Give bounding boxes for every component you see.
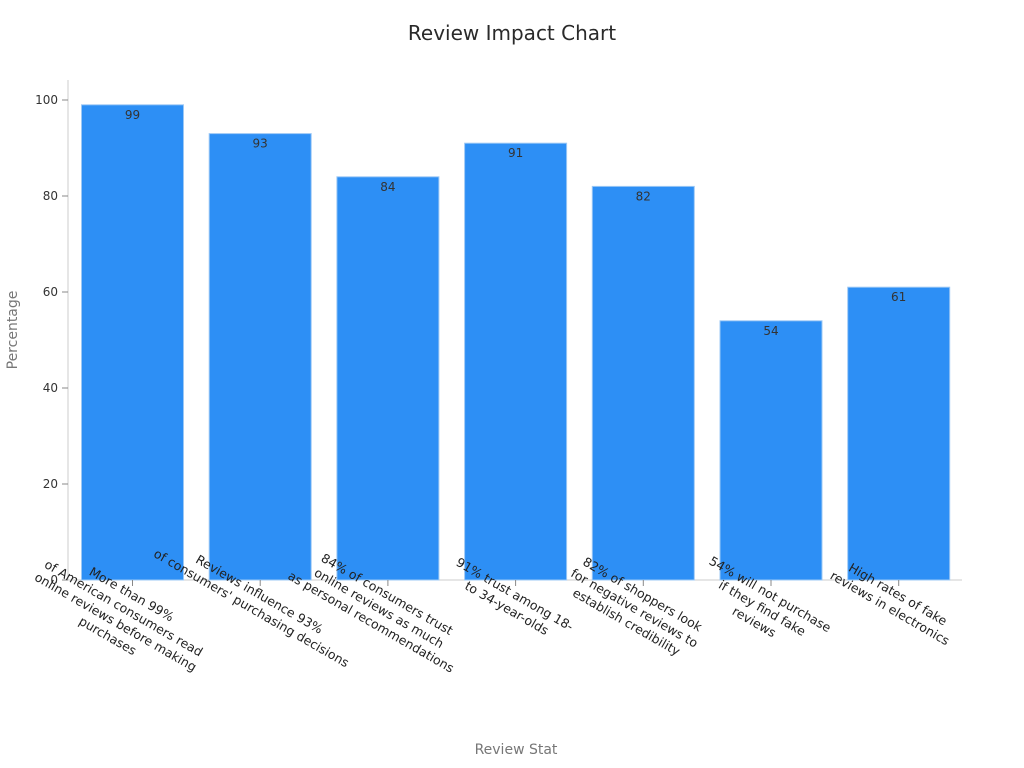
bar-value-label: 54 [763,324,778,338]
bar [464,142,568,581]
bar-value-label: 82 [636,189,651,203]
bar-value-label: 93 [253,137,268,151]
bar-value-label: 61 [891,290,906,304]
bar [847,286,951,581]
y-tick-label: 80 [43,189,58,203]
bar-group: 99 93 84 91 82 54 61 [81,104,951,581]
bar [719,320,823,581]
bar [591,185,695,581]
bar [208,133,312,581]
bar-value-label: 91 [508,146,523,160]
y-tick-label: 100 [35,93,58,107]
chart-title: Review Impact Chart [408,21,616,45]
bar [336,176,440,581]
y-tick-label: 0 [50,573,58,587]
y-tick-group: 0 20 40 60 80 100 [35,93,68,587]
y-tick-label: 20 [43,477,58,491]
y-tick-label: 40 [43,381,58,395]
bar-value-label: 84 [380,180,395,194]
bar-value-label: 99 [125,108,140,122]
y-tick-label: 60 [43,285,58,299]
y-axis-title: Percentage [5,291,21,370]
bar [81,104,184,581]
x-axis-title: Review Stat [475,742,558,758]
